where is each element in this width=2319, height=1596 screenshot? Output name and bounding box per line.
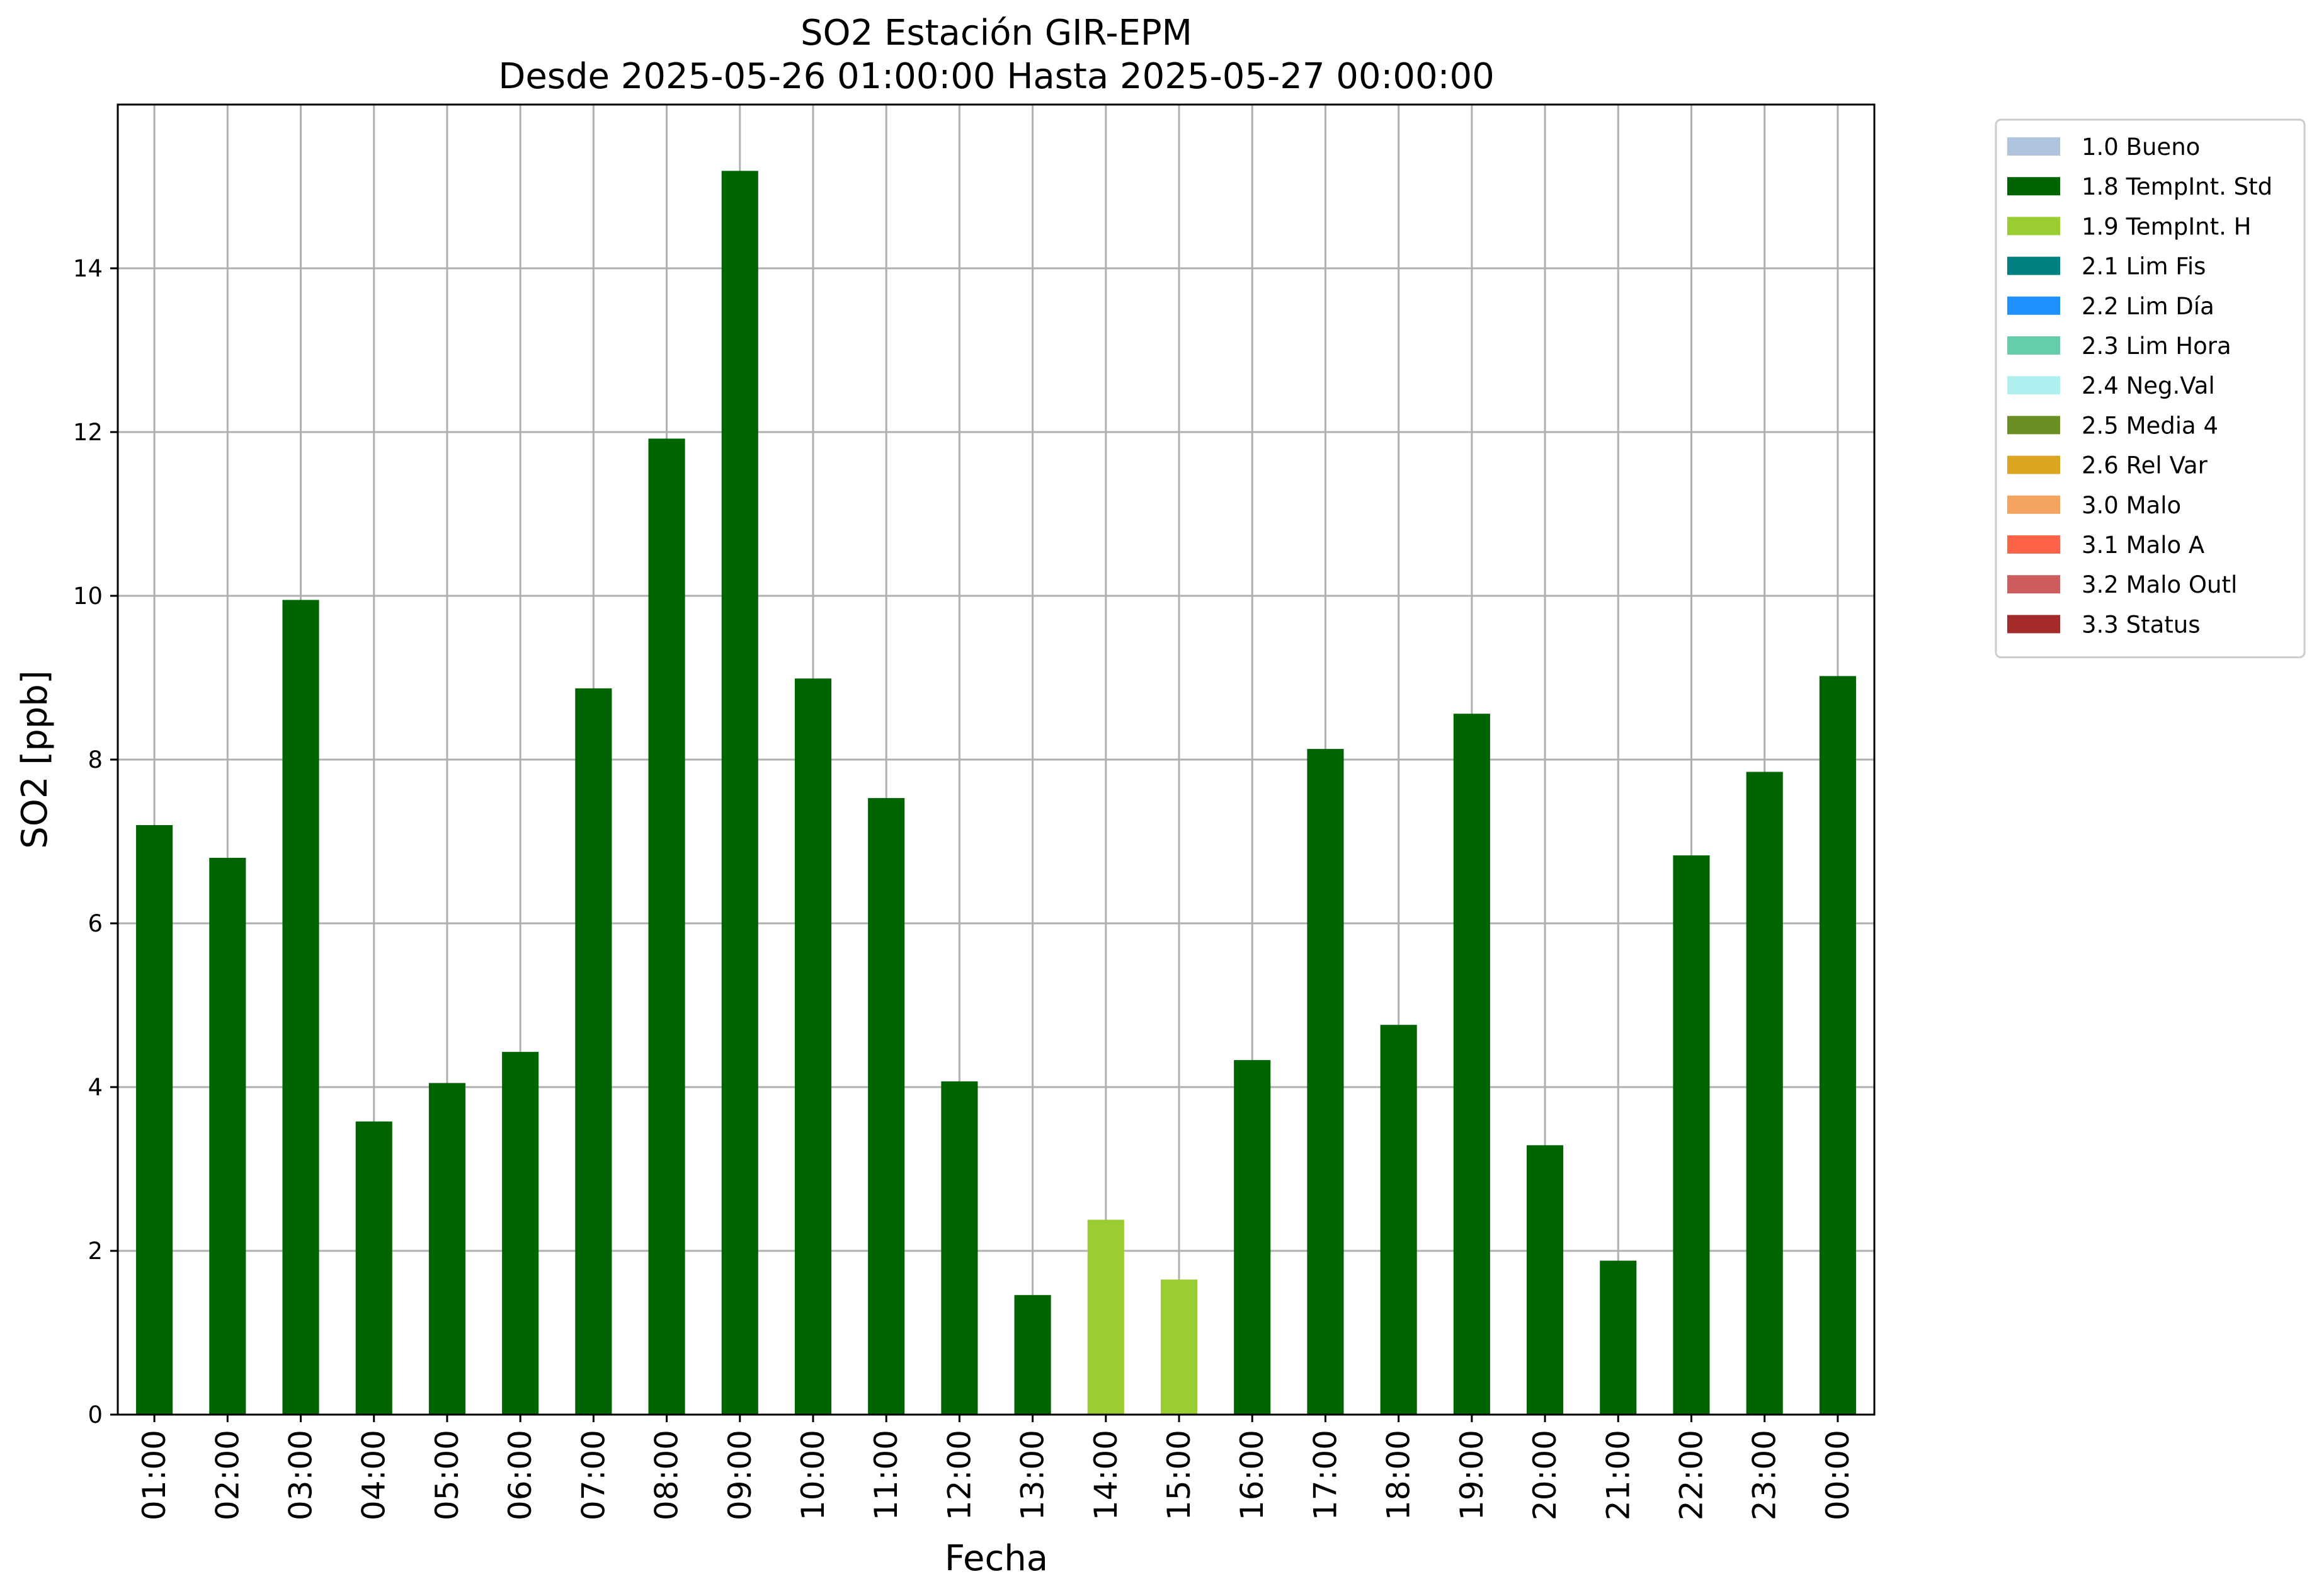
y-tick-label: 10 [73,583,103,610]
legend-item-label: 3.3 Status [2082,611,2201,638]
x-tick-label: 08:00 [649,1430,685,1520]
x-tick-label: 01:00 [136,1430,173,1520]
legend-swatch [2007,376,2060,395]
bar-1500 [1160,1279,1198,1415]
x-tick-label: 10:00 [795,1430,831,1520]
bar-1000 [794,678,832,1415]
legend: 1.0 Bueno 1.8 TempInt. Std 1.9 TempInt. H 2… [1995,118,2306,659]
x-tick-label: 22:00 [1673,1430,1709,1520]
x-axis-label: Fecha [945,1538,1048,1579]
x-tick-label: 07:00 [575,1430,612,1520]
legend-item-label: 2.6 Rel Var [2082,452,2208,479]
y-tick-label: 0 [88,1401,103,1428]
x-tick-label: 11:00 [868,1430,904,1520]
bar-1200 [941,1081,978,1415]
x-tick-label: 18:00 [1381,1430,1417,1520]
x-tick-label: 16:00 [1234,1430,1270,1520]
legend-swatch [2007,535,2060,554]
legend-item-label: 3.0 Malo [2082,492,2181,519]
bar-0000 [1819,676,1856,1415]
y-tick-label: 4 [88,1074,103,1101]
bar-1700 [1307,749,1344,1415]
bar-2100 [1600,1260,1637,1415]
bar-2000 [1527,1145,1564,1415]
legend-swatch [2007,137,2060,156]
x-tick-label: 13:00 [1015,1430,1051,1520]
x-tick-label: 12:00 [941,1430,977,1520]
bar-2200 [1673,855,1710,1415]
x-tick-label: 14:00 [1088,1430,1124,1520]
legend-swatch [2007,256,2060,275]
x-tick-label: 23:00 [1746,1430,1783,1520]
x-tick-label: 09:00 [722,1430,758,1520]
legend-swatch [2007,177,2060,196]
legend-swatch [2007,217,2060,236]
bar-1100 [868,798,905,1415]
bar-0600 [502,1052,539,1415]
legend-swatch [2007,336,2060,355]
chart-subtitle: Desde 2025-05-26 01:00:00 Hasta 2025-05-… [498,56,1495,97]
bar-1900 [1453,714,1490,1415]
legend-item-label: 3.1 Malo A [2082,532,2204,559]
bar-0200 [209,858,246,1415]
legend-swatch [2007,575,2060,594]
legend-swatch [2007,296,2060,315]
legend-item-label: 2.4 Neg.Val [2082,372,2215,399]
legend-swatch [2007,455,2060,474]
bar-2300 [1746,772,1783,1415]
bar-0900 [721,171,758,1415]
legend-swatch [2007,416,2060,435]
y-axis-ticks: 0 2 4 6 8 10 12 14 [73,255,118,1428]
bars [136,171,1856,1415]
x-tick-label: 06:00 [502,1430,538,1520]
legend-item-label: 2.1 Lim Fis [2082,253,2206,280]
y-tick-label: 8 [88,746,103,773]
legend-swatch [2007,615,2060,634]
legend-item-label: 2.5 Media 4 [2082,412,2218,439]
x-tick-label: 21:00 [1600,1430,1636,1520]
legend-item-label: 2.3 Lim Hora [2082,333,2231,360]
legend-item-label: 2.2 Lim Día [2082,293,2214,320]
bar-1300 [1014,1295,1051,1415]
legend-item-label: 1.8 TempInt. Std [2082,173,2272,200]
y-tick-label: 6 [88,910,103,937]
bar-0100 [136,825,173,1415]
y-axis-label: SO2 [ppb] [14,670,55,848]
x-tick-label: 17:00 [1307,1430,1343,1520]
legend-item-label: 3.2 Malo Outl [2082,571,2237,598]
x-tick-label: 00:00 [1820,1430,1856,1520]
bar-0800 [648,438,685,1415]
x-tick-label: 05:00 [429,1430,465,1520]
bar-0500 [428,1083,465,1415]
y-tick-label: 2 [88,1238,103,1265]
chart-title: SO2 Estación GIR-EPM [801,13,1192,54]
x-tick-label: 20:00 [1527,1430,1563,1520]
legend-frame [1995,118,2306,659]
x-tick-label: 02:00 [209,1430,246,1520]
bar-1400 [1087,1219,1124,1415]
legend-item-label: 1.9 TempInt. H [2082,213,2251,240]
y-tick-label: 12 [73,419,103,446]
x-axis-ticks: 01:00 02:00 03:00 04:00 05:00 06:00 07:00 08:00… [136,1415,1856,1520]
bar-0300 [282,600,319,1415]
x-tick-label: 19:00 [1454,1430,1490,1520]
legend-item-label: 1.0 Bueno [2082,134,2200,161]
x-tick-label: 04:00 [356,1430,392,1520]
y-tick-label: 14 [73,255,103,282]
x-tick-label: 03:00 [283,1430,319,1520]
bar-0700 [575,688,612,1415]
bar-1600 [1234,1060,1271,1415]
legend-swatch [2007,495,2060,514]
bar-1800 [1380,1025,1417,1415]
x-tick-label: 15:00 [1161,1430,1197,1520]
bar-0400 [355,1121,392,1415]
